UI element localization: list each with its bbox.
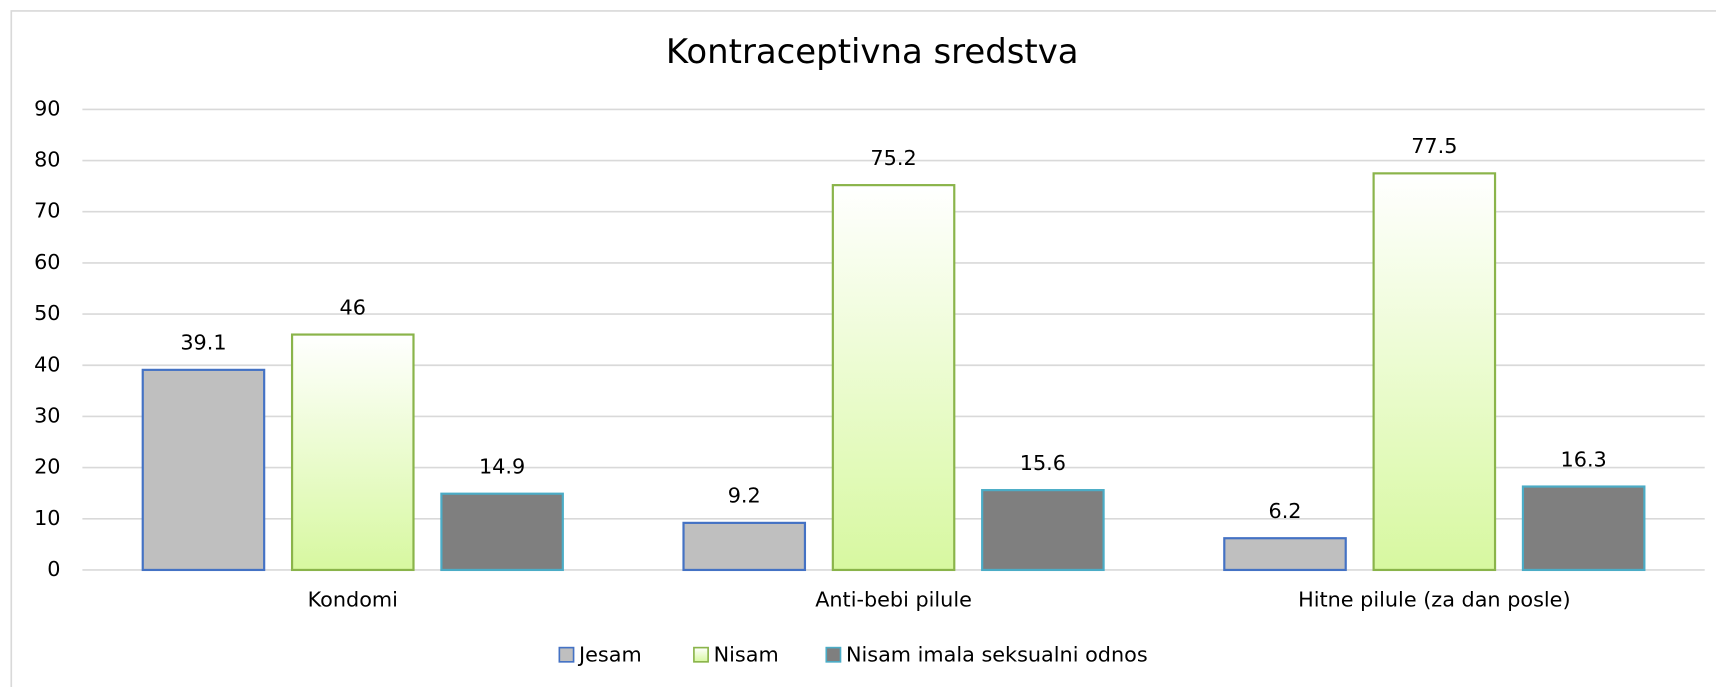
- x-tick-label: Anti-bebi pilule: [815, 588, 972, 612]
- value-label: 46: [340, 295, 366, 319]
- legend-label: Nisam: [714, 642, 779, 666]
- y-tick-label: 30: [34, 403, 60, 427]
- value-label: 14.9: [479, 454, 525, 478]
- bar: [1521, 485, 1646, 572]
- legend-swatch: [558, 646, 575, 663]
- y-tick-label: 60: [34, 250, 60, 274]
- y-tick-label: 40: [34, 352, 60, 376]
- y-tick-label: 20: [34, 455, 60, 479]
- y-tick-label: 70: [34, 199, 60, 223]
- value-label: 15.6: [1020, 451, 1066, 475]
- legend-label: Jesam: [577, 642, 642, 666]
- value-label: 39.1: [180, 331, 226, 355]
- x-tick-label: Hitne pilule (za dan posle): [1298, 588, 1570, 612]
- bar: [682, 521, 807, 572]
- x-tick-label: Kondomi: [308, 588, 398, 612]
- bar: [1372, 172, 1497, 572]
- bar: [1223, 537, 1347, 572]
- y-tick-label: 50: [34, 301, 60, 325]
- value-label: 9.2: [728, 484, 761, 508]
- y-tick-label: 0: [47, 557, 60, 581]
- y-tick-label: 80: [34, 148, 60, 172]
- value-label: 16.3: [1561, 447, 1607, 471]
- bar: [981, 489, 1105, 572]
- bar: [290, 333, 415, 572]
- legend-swatch: [825, 646, 842, 663]
- value-label: 75.2: [870, 146, 916, 170]
- value-label: 6.2: [1268, 499, 1301, 523]
- bar: [831, 184, 956, 572]
- value-label: 77.5: [1411, 134, 1457, 158]
- bar: [440, 492, 564, 572]
- legend-swatch: [693, 646, 709, 663]
- legend-label: Nisam imala seksualni odnos: [846, 642, 1148, 666]
- chart-title: Kontraceptivna sredstva: [666, 32, 1079, 71]
- y-tick-label: 10: [34, 506, 60, 530]
- bar: [141, 368, 266, 572]
- y-tick-label: 90: [34, 96, 60, 120]
